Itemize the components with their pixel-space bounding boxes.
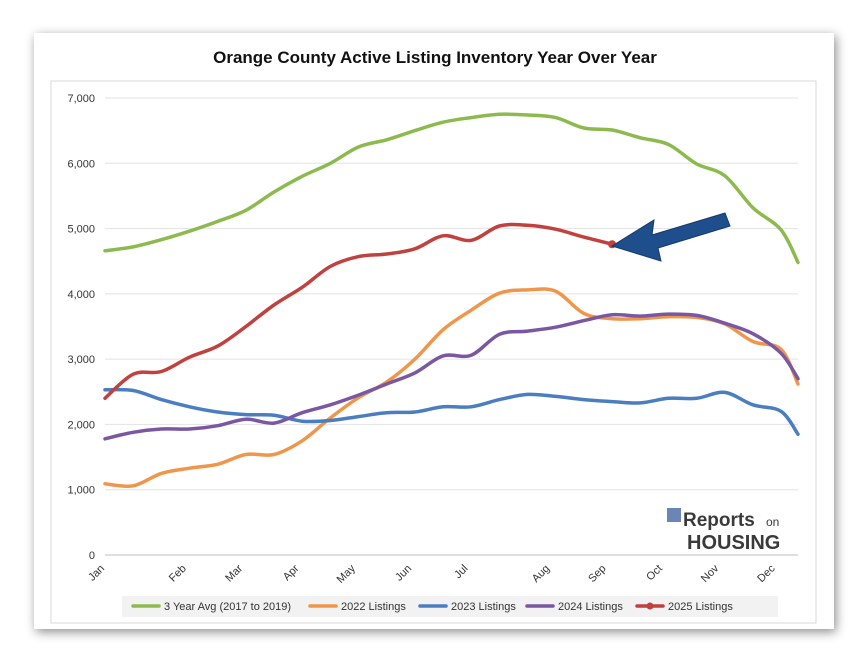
y-tick-label: 2,000 xyxy=(67,419,95,431)
legend-marker xyxy=(646,602,654,610)
x-tick-label: Apr xyxy=(281,562,302,583)
y-tick-label: 1,000 xyxy=(67,485,95,497)
series-line-2024-listings xyxy=(103,312,800,441)
chart-card: Orange County Active Listing Inventory Y… xyxy=(34,33,834,629)
legend-label: 2022 Listings xyxy=(341,601,406,613)
x-tick-label: Feb xyxy=(167,563,189,585)
y-tick-label: 3,000 xyxy=(67,354,95,366)
x-tick-label: Jun xyxy=(393,563,414,584)
logo-housing-text: HOUSING xyxy=(687,532,780,554)
legend-label: 2025 Listings xyxy=(668,601,733,613)
legend: 3 Year Avg (2017 to 2019) 2022 Listings 20… xyxy=(122,596,778,617)
reports-on-housing-logo: Reports on HOUSING xyxy=(667,508,780,554)
x-tick-label: Jul xyxy=(452,563,470,581)
series-line-2023-listings xyxy=(103,387,800,436)
y-tick-label: 6,000 xyxy=(67,158,95,170)
y-tick-label: 5,000 xyxy=(67,224,95,236)
x-tick-label: Sep xyxy=(586,563,608,585)
y-tick-label: 4,000 xyxy=(67,289,95,301)
series-line-3-year-avg-2017-to-2019 xyxy=(103,112,800,265)
logo-on-text: on xyxy=(766,515,779,529)
legend-label: 2023 Listings xyxy=(451,601,516,613)
y-tick-label: 0 xyxy=(89,550,95,562)
legend-label: 3 Year Avg (2017 to 2019) xyxy=(164,601,291,613)
chart-title: Orange County Active Listing Inventory Y… xyxy=(213,48,657,67)
line-chart: Orange County Active Listing Inventory Y… xyxy=(50,48,817,624)
x-tick-label: May xyxy=(335,562,359,586)
x-tick-label: Oct xyxy=(644,563,665,584)
x-axis-tick-labels: Jan Feb Mar Apr May Jun Jul Aug Sep Oct Nov Dec xyxy=(86,562,778,586)
legend-label: 2024 Listings xyxy=(558,601,623,613)
arrow-annotation xyxy=(610,212,731,262)
x-tick-label: Dec xyxy=(755,562,778,585)
x-tick-label: Aug xyxy=(530,563,552,585)
x-tick-label: Jan xyxy=(86,563,107,584)
x-tick-label: Mar xyxy=(223,562,245,584)
logo-reports-text: Reports xyxy=(683,510,755,531)
legend-background xyxy=(122,596,778,617)
y-tick-label: 7,000 xyxy=(67,93,95,105)
series-lines xyxy=(103,112,800,489)
gridlines xyxy=(105,97,798,556)
plot-area-border xyxy=(50,80,817,624)
logo-mark xyxy=(667,508,681,522)
series-line-2025-listings xyxy=(103,222,614,401)
x-tick-label: Nov xyxy=(699,562,722,585)
series-line-2022-listings xyxy=(103,287,800,489)
y-axis-tick-labels: 0 1,000 2,000 3,000 4,000 5,000 6,000 7,000 xyxy=(67,93,95,562)
